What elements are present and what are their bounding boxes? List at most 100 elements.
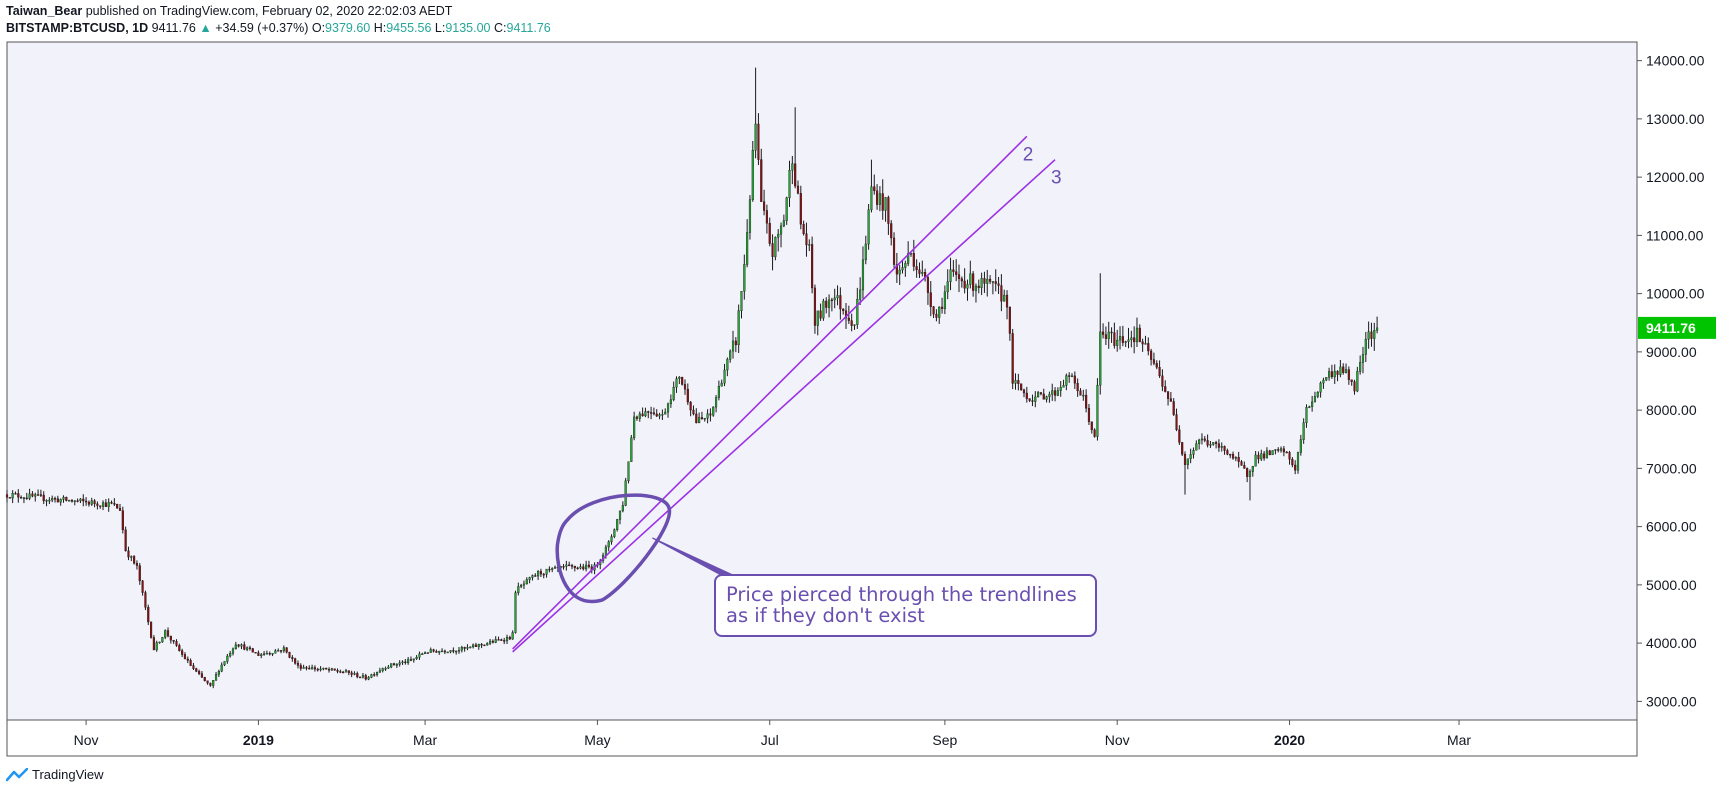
candle-body [1011,333,1014,384]
candle-body [542,573,545,576]
candle-body [1079,390,1082,396]
candle-body [658,414,661,417]
candle-body [1215,442,1218,444]
candle-body [361,675,365,678]
y-tick-label: 9000.00 [1646,344,1697,360]
y-tick-label: 4000.00 [1646,635,1697,651]
candle-body [460,647,463,651]
candle-body [339,671,342,673]
candle-body [1296,452,1300,471]
candle-body [698,417,701,424]
candle-body [616,519,619,530]
candle-body [51,498,54,501]
candle-body [1231,454,1235,459]
author-name: Taiwan_Bear [6,4,83,18]
candle-body [520,584,523,587]
candle-body [618,510,622,520]
candle-body [1164,386,1167,392]
candle-body [45,500,48,502]
candle-body [774,237,777,257]
symbol-name[interactable]: BITSTAMP:BTCUSD, 1D [6,21,149,35]
candle-body [816,310,819,326]
candle-body [1246,468,1249,477]
open-value: 9379.60 [325,21,371,35]
candle-body [675,378,678,388]
trendline-2 [512,135,1028,650]
candle-body [525,579,528,585]
candle-body [664,411,667,415]
candle-body [85,500,88,503]
candle-body [980,278,983,288]
candle-body [494,639,497,643]
candle-body [1130,337,1133,340]
candle-body [398,662,401,665]
candle-body [1034,396,1037,402]
candle-body [1339,366,1342,375]
candle-body [195,668,198,672]
candle-body [842,308,845,311]
candle-body [121,510,124,531]
candle-body [296,663,300,666]
candle-body [723,369,726,384]
candle-body [395,664,398,666]
candle-body [587,564,591,567]
candle-body [1344,369,1348,373]
candle-body [1155,363,1158,368]
candle-body [1198,439,1201,444]
footer-brand: TradingView [32,767,104,782]
candle-body [118,507,122,511]
candle-body [1333,371,1336,378]
candle-body [39,494,42,496]
candle-body [1186,458,1189,465]
close-value: 9411.76 [506,21,551,35]
candle-body [746,232,749,265]
candle-body [548,568,551,571]
candle-body [1172,401,1175,415]
candle-body [48,499,51,502]
candle-body [59,499,62,503]
candle-body [392,663,396,666]
candle-body [825,300,828,308]
candle-body [1220,446,1223,448]
candle-body [796,185,800,194]
candle-body [359,676,362,679]
candle-body [421,653,424,656]
candle-body [1260,453,1263,460]
candle-body [757,123,760,160]
candle-body [1209,444,1212,446]
candle-body [760,159,763,202]
candle-body [477,644,480,647]
x-tick-label: May [584,732,610,748]
x-tick-label: Nov [74,732,99,748]
candle-body [483,644,486,647]
candle-body [486,643,489,646]
candle-body [99,505,102,507]
candle-body [1124,341,1127,343]
candle-body [330,668,333,671]
candle-body [409,659,413,661]
candle-body [720,382,723,387]
candle-body [624,480,627,506]
candle-body [689,401,692,411]
candle-body [463,647,466,649]
publish-info: Taiwan_Bear published on TradingView.com… [6,4,452,18]
candle-body [161,637,164,643]
candle-body [1257,454,1260,460]
candle-body [1014,380,1017,384]
candle-body [282,647,285,652]
candle-body [966,284,969,289]
candle-body [11,493,14,499]
candle-body [573,565,576,569]
candle-body [169,635,172,641]
x-tick-label: Mar [413,732,437,748]
candle-body [407,659,410,664]
candle-body [127,550,130,558]
candle-body [876,190,879,205]
candle-body [322,667,325,670]
candle-body [1302,422,1305,440]
candle-body [138,565,141,582]
candle-body [881,193,884,211]
candle-body [104,502,107,507]
candle-body [963,280,966,289]
